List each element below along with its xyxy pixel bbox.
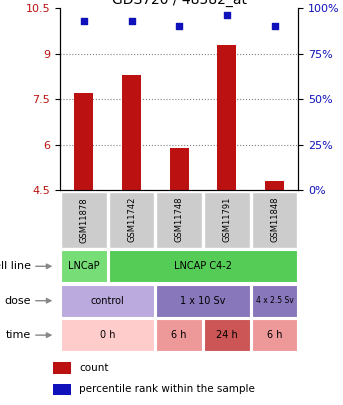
Bar [204, 192, 250, 248]
Bar [122, 75, 141, 190]
Bar [61, 250, 107, 282]
Text: 4 x 2.5 Sv: 4 x 2.5 Sv [256, 296, 294, 305]
Point [129, 18, 134, 24]
Text: 1 x 10 Sv: 1 x 10 Sv [180, 296, 226, 306]
Bar [61, 319, 154, 351]
Bar [61, 285, 154, 317]
Bar [109, 250, 297, 282]
Text: 6 h: 6 h [172, 330, 187, 340]
Bar [53, 384, 71, 395]
Text: GSM11848: GSM11848 [270, 197, 279, 243]
Bar [156, 319, 202, 351]
Bar [74, 93, 93, 190]
Bar [170, 148, 189, 190]
Bar [204, 319, 250, 351]
Bar [252, 319, 297, 351]
Bar [109, 192, 154, 248]
Text: dose: dose [5, 296, 31, 306]
Point [176, 23, 182, 30]
Bar [156, 192, 202, 248]
Point [81, 18, 86, 24]
Text: 24 h: 24 h [216, 330, 238, 340]
Bar [252, 192, 297, 248]
Text: GSM11748: GSM11748 [175, 197, 184, 243]
Bar [53, 362, 71, 374]
Text: LNCAP C4-2: LNCAP C4-2 [174, 261, 232, 271]
Bar [252, 285, 297, 317]
Point [224, 12, 229, 19]
Text: time: time [6, 330, 31, 340]
Bar [61, 192, 107, 248]
Bar [265, 181, 284, 190]
Title: GDS720 / 48582_at: GDS720 / 48582_at [112, 0, 247, 7]
Text: LNCaP: LNCaP [68, 261, 100, 271]
Text: percentile rank within the sample: percentile rank within the sample [79, 384, 255, 394]
Bar [156, 285, 250, 317]
Text: cell line: cell line [0, 261, 31, 271]
Point [272, 23, 277, 30]
Text: 0 h: 0 h [100, 330, 116, 340]
Text: 6 h: 6 h [267, 330, 282, 340]
Text: GSM11791: GSM11791 [222, 197, 232, 243]
Text: control: control [91, 296, 125, 306]
Text: count: count [79, 363, 109, 373]
Text: GSM11878: GSM11878 [79, 197, 88, 243]
Bar [217, 45, 236, 190]
Text: GSM11742: GSM11742 [127, 197, 136, 243]
